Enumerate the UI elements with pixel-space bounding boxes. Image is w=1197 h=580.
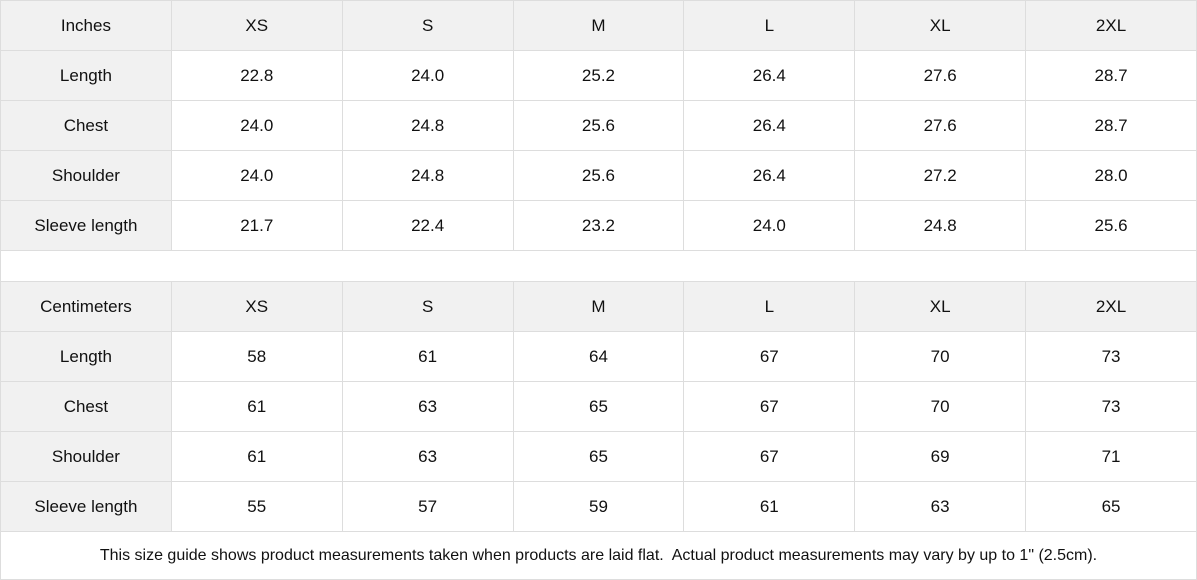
table-row: Chest 61 63 65 67 70 73 [0,381,1197,432]
row-label: Shoulder [0,431,172,482]
measurement-value: 65 [512,381,685,432]
measurement-value: 27.2 [854,150,1027,201]
size-column-header: L [683,281,856,332]
size-column-header: XL [854,0,1027,51]
measurement-value: 61 [170,381,343,432]
measurement-value: 59 [512,481,685,532]
measurement-value: 27.6 [854,50,1027,101]
measurement-value: 28.7 [1025,100,1197,151]
size-table-inches: Inches XS S M L XL 2XL Length 22.8 24.0 25.2 26.4 27… [0,0,1197,251]
measurement-value: 21.7 [170,200,343,251]
measurement-value: 24.8 [854,200,1027,251]
size-column-header: XS [170,281,343,332]
measurement-value: 70 [854,381,1027,432]
table-row: Sleeve length 21.7 22.4 23.2 24.0 24.8 25.6 [0,200,1197,251]
measurement-value: 26.4 [683,100,856,151]
measurement-value: 22.8 [170,50,343,101]
row-label: Length [0,50,172,101]
measurement-value: 65 [1025,481,1197,532]
measurement-value: 24.8 [341,150,514,201]
measurement-value: 23.2 [512,200,685,251]
measurement-value: 61 [683,481,856,532]
table-row: Shoulder 61 63 65 67 69 71 [0,431,1197,482]
size-column-header: 2XL [1025,281,1197,332]
row-label: Sleeve length [0,481,172,532]
measurement-value: 73 [1025,331,1197,382]
measurement-value: 25.6 [512,100,685,151]
size-column-header: 2XL [1025,0,1197,51]
header-row: Inches XS S M L XL 2XL [0,0,1197,51]
size-column-header: XL [854,281,1027,332]
measurement-value: 26.4 [683,50,856,101]
size-column-header: M [512,281,685,332]
measurement-value: 27.6 [854,100,1027,151]
measurement-value: 61 [341,331,514,382]
unit-label: Centimeters [0,281,172,332]
measurement-value: 63 [854,481,1027,532]
row-label: Chest [0,381,172,432]
row-label: Chest [0,100,172,151]
row-label: Sleeve length [0,200,172,251]
measurement-value: 67 [683,431,856,482]
measurement-value: 67 [683,381,856,432]
table-row: Chest 24.0 24.8 25.6 26.4 27.6 28.7 [0,100,1197,151]
measurement-value: 55 [170,481,343,532]
table-row: Shoulder 24.0 24.8 25.6 26.4 27.2 28.0 [0,150,1197,201]
measurement-value: 63 [341,381,514,432]
measurement-value: 61 [170,431,343,482]
measurement-value: 69 [854,431,1027,482]
size-column-header: L [683,0,856,51]
measurement-value: 25.2 [512,50,685,101]
measurement-value: 58 [170,331,343,382]
table-row: Length 58 61 64 67 70 73 [0,331,1197,382]
measurement-value: 25.6 [512,150,685,201]
measurement-value: 26.4 [683,150,856,201]
measurement-value: 24.0 [341,50,514,101]
measurement-value: 28.7 [1025,50,1197,101]
measurement-value: 67 [683,331,856,382]
size-table-centimeters: Centimeters XS S M L XL 2XL Length 58 61 64 67 70 73 C… [0,281,1197,532]
table-row: Sleeve length 55 57 59 61 63 65 [0,481,1197,532]
measurement-value: 24.0 [170,150,343,201]
measurement-value: 63 [341,431,514,482]
measurement-value: 25.6 [1025,200,1197,251]
measurement-value: 65 [512,431,685,482]
size-column-header: S [341,0,514,51]
unit-label: Inches [0,0,172,51]
measurement-value: 73 [1025,381,1197,432]
measurement-value: 22.4 [341,200,514,251]
header-row: Centimeters XS S M L XL 2XL [0,281,1197,332]
table-gap [0,251,1197,281]
measurement-value: 24.0 [170,100,343,151]
table-row: Length 22.8 24.0 25.2 26.4 27.6 28.7 [0,50,1197,101]
measurement-value: 70 [854,331,1027,382]
row-label: Length [0,331,172,382]
measurement-value: 24.0 [683,200,856,251]
measurement-value: 28.0 [1025,150,1197,201]
size-column-header: S [341,281,514,332]
size-guide-note: This size guide shows product measuremen… [0,532,1197,580]
measurement-value: 71 [1025,431,1197,482]
size-column-header: XS [170,0,343,51]
measurement-value: 24.8 [341,100,514,151]
measurement-value: 64 [512,331,685,382]
measurement-value: 57 [341,481,514,532]
row-label: Shoulder [0,150,172,201]
size-column-header: M [512,0,685,51]
